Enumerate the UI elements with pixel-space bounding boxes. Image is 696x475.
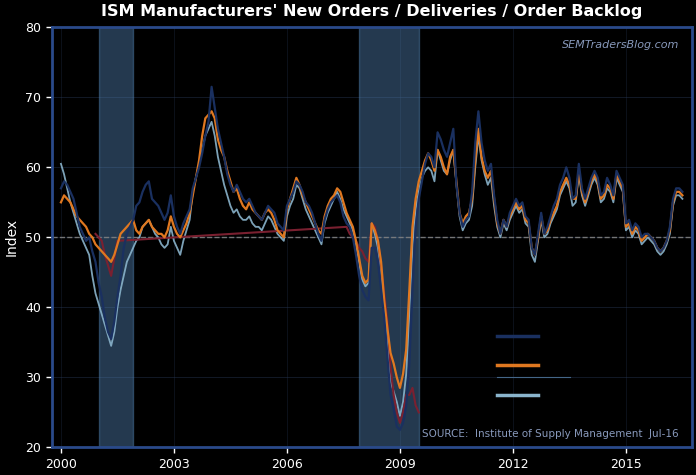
Bar <box>359 27 419 447</box>
Y-axis label: Index: Index <box>4 218 18 256</box>
Text: SEMTradersBlog.com: SEMTradersBlog.com <box>562 40 679 50</box>
Title: ISM Manufacturers' New Orders / Deliveries / Order Backlog: ISM Manufacturers' New Orders / Deliveri… <box>101 4 642 19</box>
Text: SOURCE:  Institute of Supply Management  Jul-16: SOURCE: Institute of Supply Management J… <box>422 429 679 439</box>
Bar <box>99 27 133 447</box>
